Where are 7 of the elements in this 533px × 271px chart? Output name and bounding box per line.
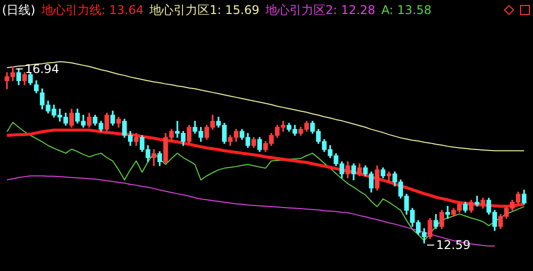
text: 地心引力区1: 15.69 (150, 2, 260, 18)
annotation: 12.59 (436, 238, 471, 252)
chart-title: (日线) (2, 2, 36, 18)
annotation: 16.94 (24, 62, 60, 76)
text: 地心引力区2: 12.28 (265, 2, 376, 18)
text: 地心引力线: 13.64 (41, 2, 144, 18)
text: A: 13.58 (381, 3, 432, 17)
